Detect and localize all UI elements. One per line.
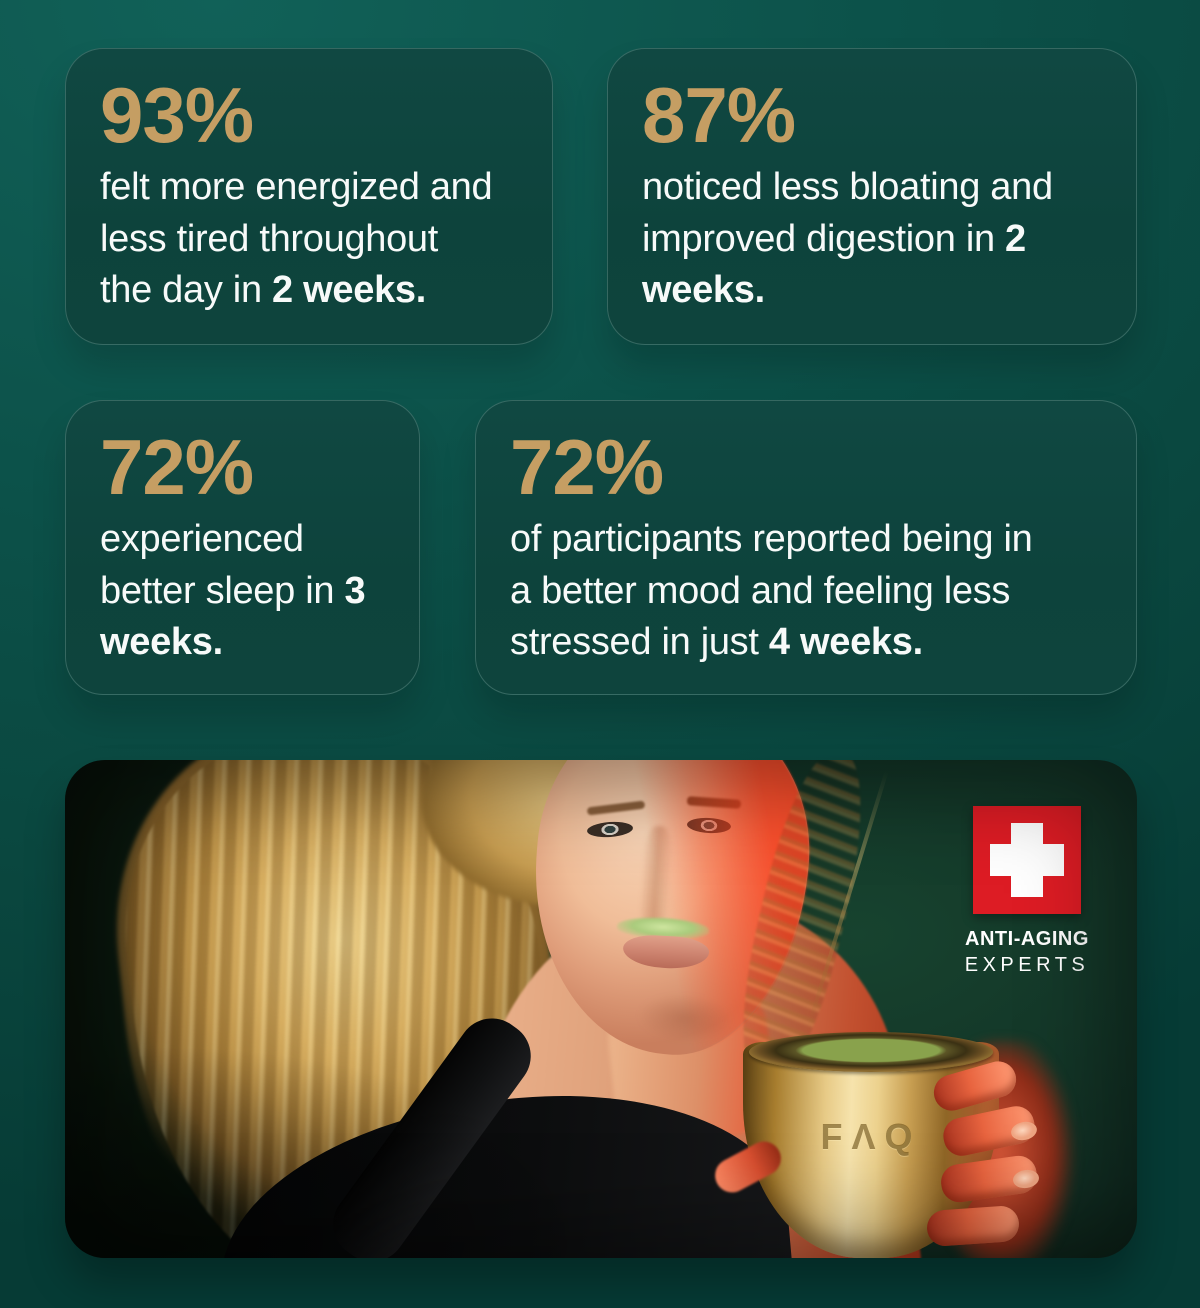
cup-emboss-label: FΛQ — [743, 1112, 999, 1162]
stat-value: 93% — [100, 71, 254, 159]
cross-horizontal-bar — [990, 844, 1064, 876]
stat-description: felt more energized and less tired throu… — [100, 162, 518, 317]
swiss-cross-icon — [973, 806, 1081, 914]
brand-name-line1: ANTI-AGING — [965, 928, 1089, 951]
brand-name-line2: EXPERTS — [965, 954, 1090, 977]
stat-card-sleep: 72% experienced better sleep in 3 weeks. — [65, 400, 420, 695]
stat-description-text: of participants reported being in a bett… — [510, 518, 1033, 664]
stat-description-text: experienced better sleep in — [100, 518, 335, 612]
stat-description: of participants reported being in a bett… — [510, 514, 1102, 669]
stat-value: 72% — [510, 423, 664, 511]
brand-logo: ANTI-AGING EXPERTS — [965, 806, 1089, 986]
matcha-drink-surface — [749, 1032, 993, 1072]
stat-description-text: felt more energized and less tired throu… — [100, 166, 493, 312]
stat-description-bold: 4 weeks. — [768, 621, 923, 664]
stat-card-bloating: 87% noticed less bloating and improved d… — [607, 48, 1137, 345]
photo-vignette — [65, 760, 1137, 1258]
stat-description: experienced better sleep in 3 weeks. — [100, 514, 385, 669]
stat-card-energy: 93% felt more energized and less tired t… — [65, 48, 553, 345]
stat-description-text: noticed less bloating and improved diges… — [642, 166, 1053, 260]
stat-description-bold: 3 weeks. — [100, 569, 366, 664]
stat-card-mood: 72% of participants reported being in a … — [475, 400, 1137, 695]
stat-value: 72% — [100, 423, 254, 511]
stat-value: 87% — [642, 71, 796, 159]
stat-description: noticed less bloating and improved diges… — [642, 162, 1102, 317]
model-photo: FΛQ ANTI-AGING EXPERTS — [65, 760, 1137, 1258]
stat-description-bold: 2 weeks. — [642, 217, 1026, 312]
stat-description-bold: 2 weeks. — [272, 269, 426, 312]
